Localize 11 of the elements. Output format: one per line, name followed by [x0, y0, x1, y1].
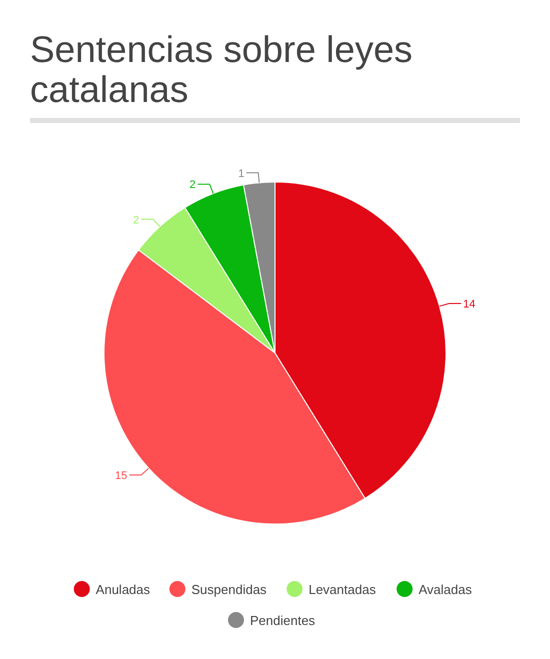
data-label: 14 [463, 298, 476, 310]
data-label: 1 [238, 168, 244, 180]
data-label: 2 [132, 214, 140, 226]
legend-label: Avaladas [418, 582, 472, 597]
data-label: 2 [189, 179, 196, 192]
data-label: 15 [114, 470, 128, 482]
chart-title: Sentencias sobre leyes catalanas [30, 29, 413, 110]
legend-label: Levantadas [308, 582, 376, 597]
legend-label: Anuladas [96, 582, 151, 597]
legend-label: Pendientes [250, 613, 316, 628]
legend-label: Suspendidas [191, 582, 268, 597]
